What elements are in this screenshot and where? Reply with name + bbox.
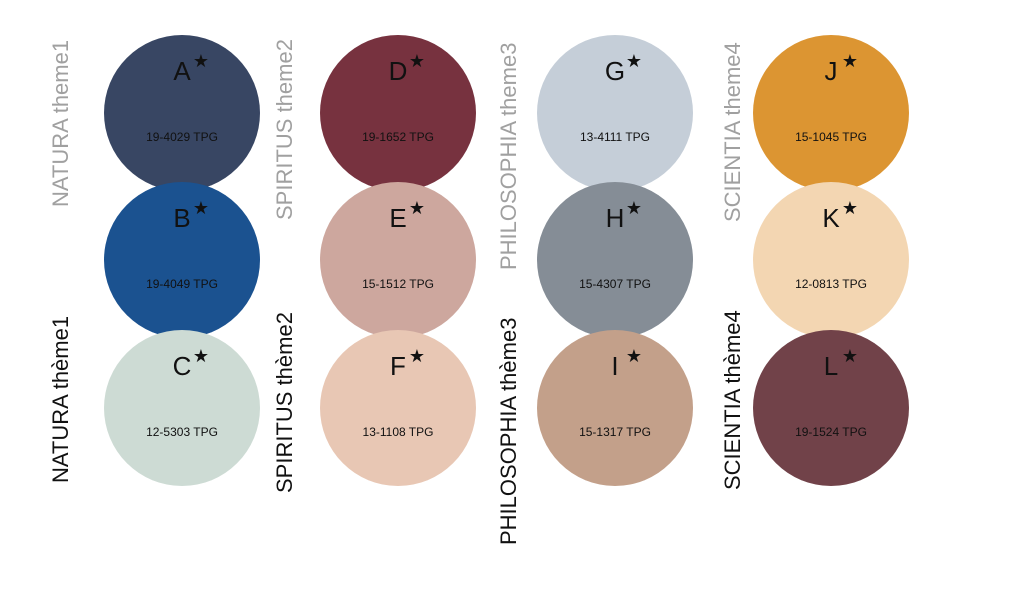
swatch-code: 15-1045 TPG [795, 130, 867, 144]
theme-label: SCIENTIA theme4 [720, 42, 745, 222]
swatch-code: 15-1512 TPG [362, 277, 434, 291]
swatch-star: ★ [842, 51, 858, 71]
swatch-code: 13-1108 TPG [363, 425, 434, 439]
color-swatch [753, 330, 909, 486]
swatch-star: ★ [626, 51, 642, 71]
swatch-code: 19-1524 TPG [795, 425, 867, 439]
color-swatch [753, 35, 909, 191]
swatch-star: ★ [193, 51, 209, 71]
color-swatch [537, 330, 693, 486]
swatch-star: ★ [842, 346, 858, 366]
swatch-letter: D [389, 56, 408, 86]
swatch-code: 13-4111 TPG [580, 130, 650, 144]
swatch-code: 19-4029 TPG [146, 130, 218, 144]
color-swatch [537, 35, 693, 191]
theme-label: PHILOSOPHIA theme3 [496, 43, 521, 270]
swatch-letter: J [825, 56, 838, 86]
swatch-code: 12-5303 TPG [146, 425, 218, 439]
swatch-code: 15-1317 TPG [579, 425, 651, 439]
swatch-star: ★ [193, 198, 209, 218]
swatch-code: 12-0813 TPG [795, 277, 867, 291]
swatch-letter: B [173, 203, 190, 233]
color-swatch [104, 330, 260, 486]
swatch-letter: F [390, 351, 406, 381]
theme-label: PHILOSOPHIA thème3 [496, 318, 521, 545]
swatch-star: ★ [409, 198, 425, 218]
swatch-star: ★ [626, 198, 642, 218]
swatch-star: ★ [626, 346, 642, 366]
theme-label: SPIRITUS theme2 [272, 39, 297, 220]
swatch-code: 19-1652 TPG [362, 130, 434, 144]
theme-label: NATURA theme1 [48, 40, 73, 207]
swatch-star: ★ [842, 198, 858, 218]
swatch-code: 15-4307 TPG [579, 277, 651, 291]
theme-label: NATURA thème1 [48, 316, 73, 483]
swatch-letter: A [173, 56, 191, 86]
swatch-letter: G [605, 56, 625, 86]
swatch-star: ★ [193, 346, 209, 366]
color-swatch [753, 182, 909, 338]
color-swatch [320, 35, 476, 191]
swatch-star: ★ [409, 346, 425, 366]
swatch-letter: H [606, 203, 625, 233]
swatch-star: ★ [409, 51, 425, 71]
color-swatch [537, 182, 693, 338]
color-swatch [320, 330, 476, 486]
color-swatch [104, 182, 260, 338]
swatch-letter: L [824, 351, 838, 381]
color-swatch [320, 182, 476, 338]
theme-label: SCIENTIA thème4 [720, 310, 745, 490]
swatch-letter: K [822, 203, 840, 233]
swatch-letter: I [611, 351, 618, 381]
swatch-letter: C [173, 351, 192, 381]
color-swatch [104, 35, 260, 191]
theme-label: SPIRITUS thème2 [272, 312, 297, 493]
swatch-letter: E [389, 203, 406, 233]
swatch-code: 19-4049 TPG [146, 277, 218, 291]
